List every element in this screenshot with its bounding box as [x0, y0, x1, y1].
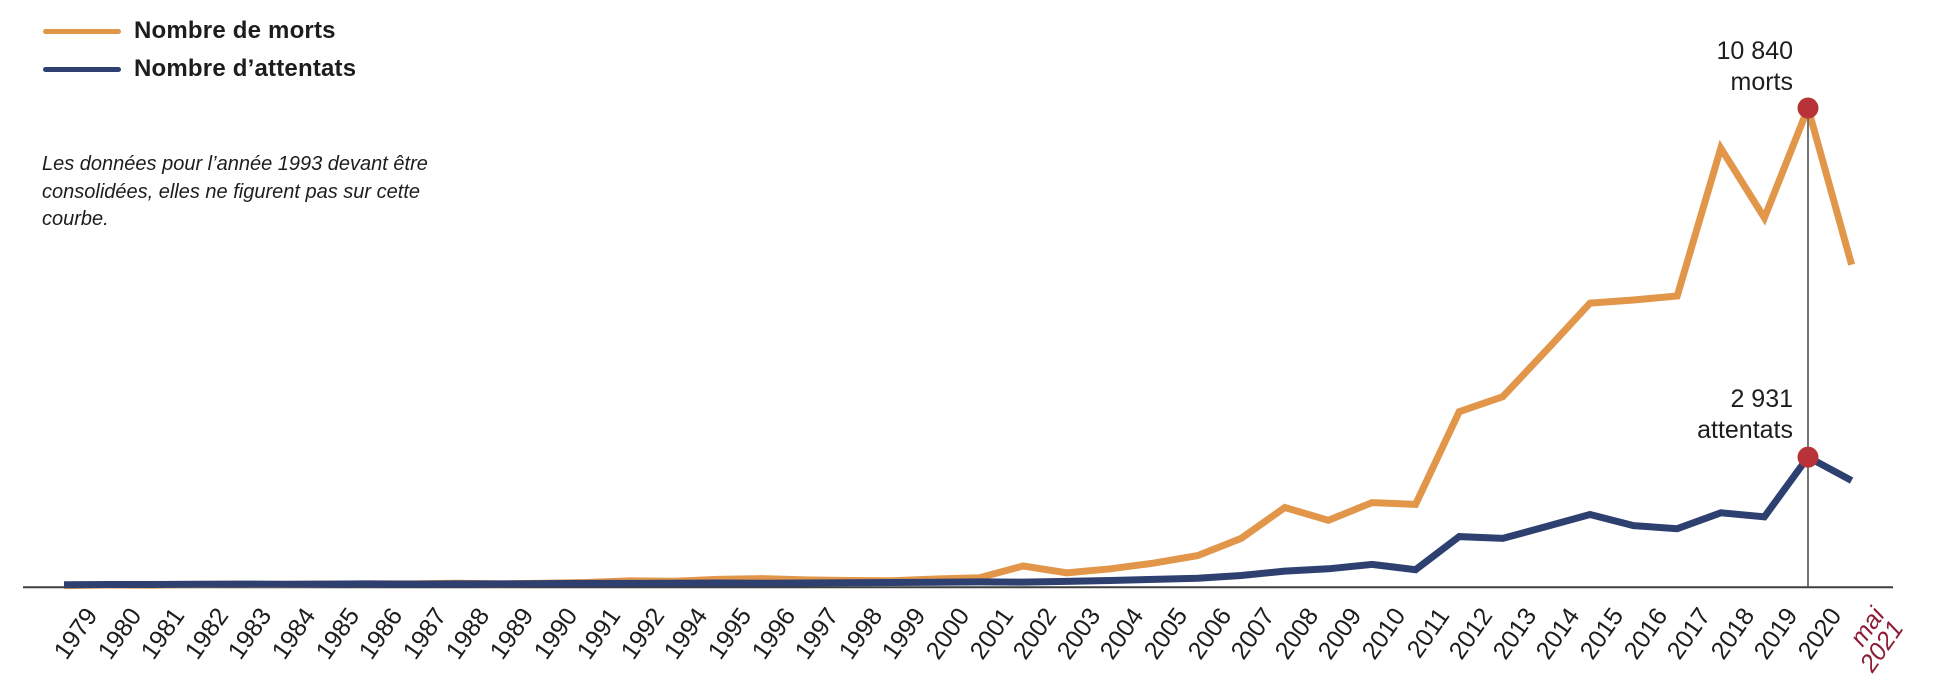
annotation-morts-unit: morts [1730, 67, 1794, 96]
legend-swatch-morts-line [43, 28, 121, 34]
footnote-line-1: Les données pour l’année 1993 devant êtr… [42, 153, 428, 175]
highlight-dot-morts [1797, 97, 1819, 119]
legend: Nombre de morts Nombre d’attentats [43, 12, 356, 88]
legend-label-morts: Nombre de morts [134, 17, 336, 44]
annotation-morts-value: 10 840 [1716, 37, 1793, 65]
annotation-morts-peak: 10 840 morts [1717, 36, 1793, 97]
footnote-1993: Les données pour l’année 1993 devant êtr… [42, 151, 428, 234]
highlight-dot-attentats [1797, 446, 1819, 468]
legend-label-attentats: Nombre d’attentats [134, 55, 357, 82]
annotation-attentats-unit: attentats [1697, 415, 1793, 444]
series-line-attentats [63, 452, 1854, 589]
legend-swatch-attentats-line [43, 66, 121, 72]
annotation-attentats-value: 2 931 [1730, 385, 1793, 413]
legend-item-morts: Nombre de morts [43, 12, 356, 50]
legend-item-attentats: Nombre d’attentats [43, 50, 356, 88]
footnote-line-3: courbe. [42, 208, 109, 231]
footnote-line-2: consolidées, elles ne figurent pas sur c… [42, 180, 420, 203]
annotation-attentats-peak: 2 931 attentats [1697, 384, 1793, 445]
